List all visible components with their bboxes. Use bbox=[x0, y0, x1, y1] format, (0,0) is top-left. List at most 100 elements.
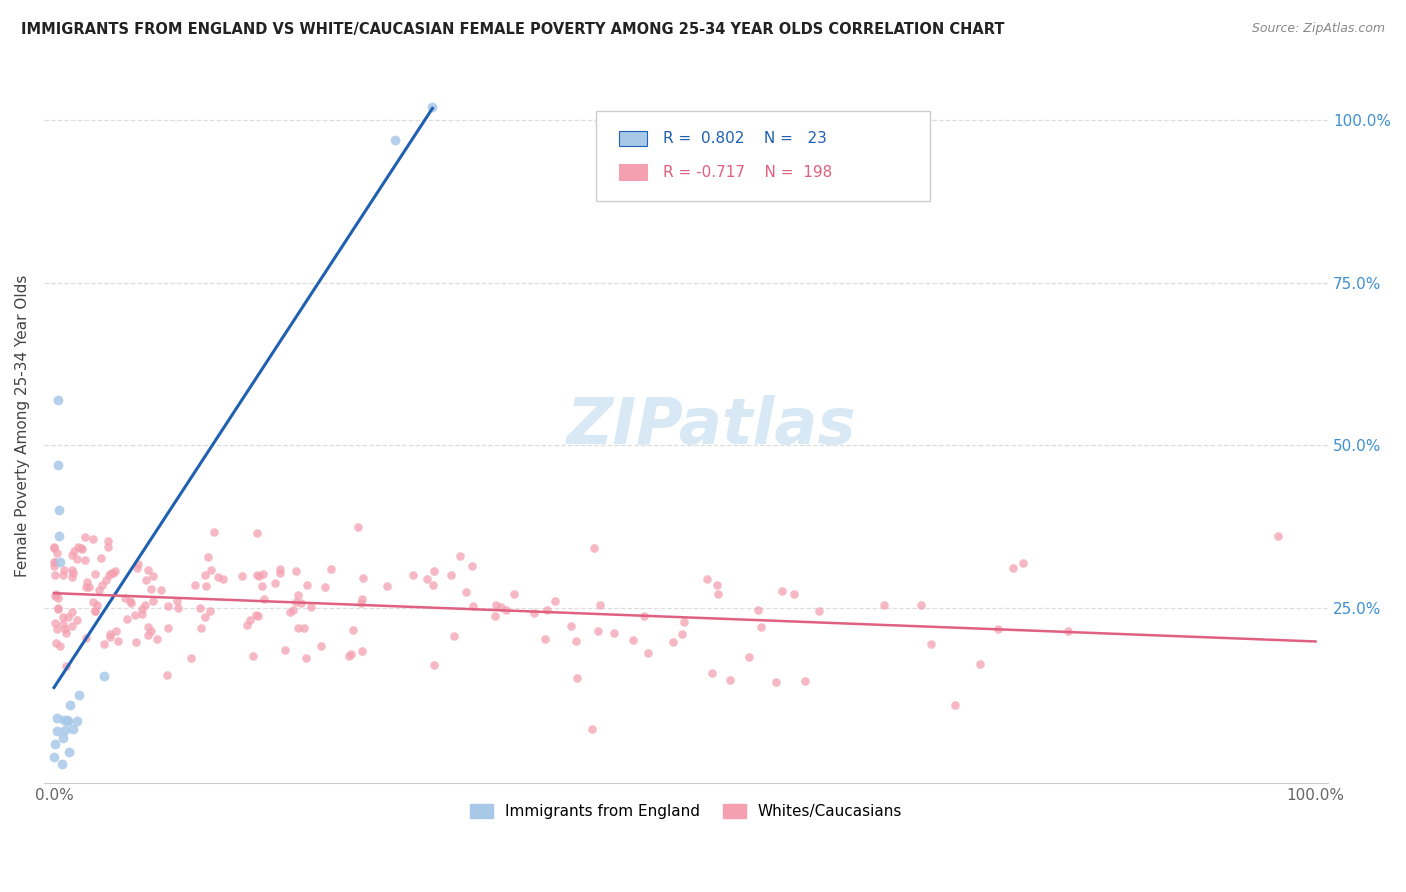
Point bbox=[671, 627, 693, 641]
Point bbox=[565, 634, 588, 648]
Point bbox=[53, 723, 76, 738]
Point bbox=[319, 561, 342, 575]
Point bbox=[449, 549, 471, 564]
Point bbox=[146, 632, 169, 647]
Point bbox=[1057, 624, 1080, 639]
Point bbox=[44, 567, 66, 582]
Point bbox=[120, 593, 142, 607]
Point bbox=[48, 600, 70, 615]
Point bbox=[125, 635, 148, 649]
Point bbox=[423, 564, 446, 578]
Point bbox=[583, 541, 606, 556]
Point bbox=[586, 624, 609, 639]
Point bbox=[200, 563, 222, 577]
Point bbox=[89, 583, 111, 598]
Point bbox=[44, 589, 66, 603]
Point bbox=[294, 621, 316, 635]
Point bbox=[346, 520, 368, 534]
Point bbox=[44, 737, 66, 751]
Point bbox=[581, 722, 603, 736]
Point bbox=[97, 568, 120, 582]
Point bbox=[45, 724, 67, 739]
Point bbox=[299, 599, 322, 614]
Point bbox=[142, 569, 165, 583]
Point bbox=[76, 575, 98, 590]
Point bbox=[350, 643, 373, 657]
Point bbox=[560, 619, 582, 633]
Point bbox=[246, 568, 269, 582]
Point bbox=[114, 591, 136, 605]
Point bbox=[290, 596, 312, 610]
Point bbox=[125, 561, 148, 575]
Point bbox=[523, 606, 546, 620]
Point bbox=[314, 580, 336, 594]
Point bbox=[66, 714, 89, 728]
Point bbox=[565, 671, 588, 685]
Point bbox=[60, 563, 83, 577]
Point bbox=[287, 588, 309, 602]
Point bbox=[637, 646, 659, 660]
Point bbox=[55, 713, 77, 727]
Point bbox=[180, 651, 202, 665]
Point bbox=[495, 603, 517, 617]
Point bbox=[283, 603, 305, 617]
Point bbox=[352, 570, 374, 584]
Point bbox=[166, 600, 188, 615]
Point bbox=[120, 596, 142, 610]
Point bbox=[402, 568, 425, 582]
Point bbox=[269, 566, 291, 581]
Point bbox=[75, 581, 97, 595]
Point bbox=[375, 579, 398, 593]
Point bbox=[920, 637, 942, 651]
Point bbox=[93, 669, 115, 683]
Point bbox=[589, 598, 612, 612]
Point bbox=[86, 599, 108, 613]
Text: R =  0.802    N =   23: R = 0.802 N = 23 bbox=[662, 131, 827, 146]
Point bbox=[245, 608, 267, 623]
Point bbox=[150, 583, 173, 598]
Point bbox=[461, 559, 484, 574]
Point bbox=[1001, 560, 1024, 574]
Point bbox=[422, 657, 444, 672]
Point bbox=[463, 599, 485, 613]
Point bbox=[194, 568, 217, 582]
Point bbox=[737, 649, 759, 664]
Point bbox=[484, 609, 506, 624]
Point bbox=[58, 745, 80, 759]
Point bbox=[194, 610, 217, 624]
Text: ZIPatlas: ZIPatlas bbox=[567, 395, 856, 457]
Point bbox=[67, 688, 90, 702]
Point bbox=[422, 101, 444, 115]
Point bbox=[63, 544, 86, 558]
Point bbox=[794, 674, 817, 689]
Y-axis label: Female Poverty Among 25-34 Year Olds: Female Poverty Among 25-34 Year Olds bbox=[15, 275, 30, 577]
Point bbox=[84, 567, 107, 582]
Point bbox=[59, 698, 82, 712]
Point bbox=[44, 556, 66, 570]
Point bbox=[60, 619, 83, 633]
Point bbox=[90, 578, 112, 592]
Point bbox=[943, 698, 966, 712]
Point bbox=[55, 625, 77, 640]
Point bbox=[269, 562, 291, 576]
Point bbox=[295, 651, 318, 665]
Bar bbox=[619, 131, 648, 146]
Point bbox=[135, 573, 157, 587]
Point bbox=[46, 622, 69, 636]
Point bbox=[127, 557, 149, 571]
Point bbox=[73, 552, 96, 566]
Point bbox=[46, 601, 69, 615]
Point bbox=[100, 566, 122, 580]
Point bbox=[342, 623, 364, 637]
Point bbox=[139, 624, 162, 639]
Point bbox=[633, 608, 655, 623]
Point bbox=[422, 577, 444, 591]
Point bbox=[131, 602, 153, 616]
Point bbox=[350, 596, 373, 610]
Point bbox=[264, 576, 287, 591]
Point bbox=[52, 568, 75, 582]
Point bbox=[485, 598, 508, 612]
Point bbox=[253, 592, 276, 607]
Point bbox=[350, 591, 373, 606]
Point bbox=[66, 552, 89, 566]
